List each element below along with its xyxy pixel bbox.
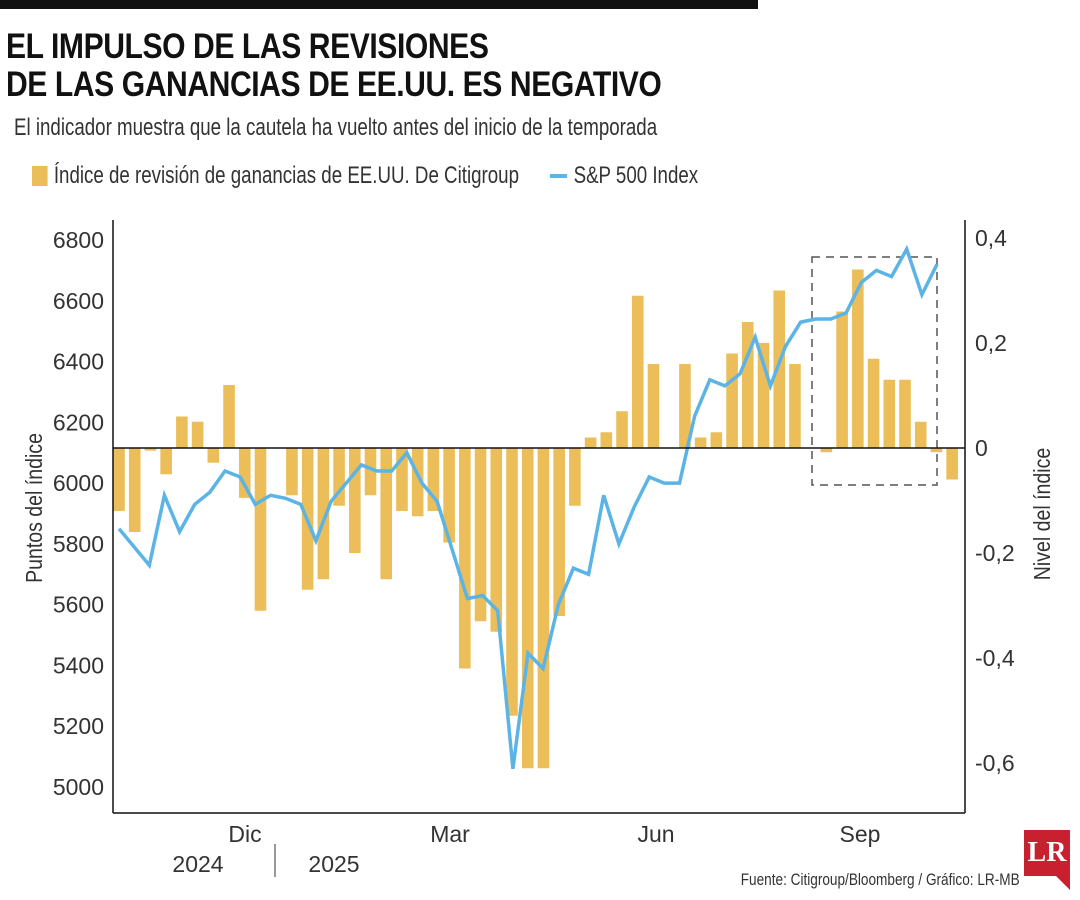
bar bbox=[852, 269, 864, 448]
left-tick-label: 6200 bbox=[53, 409, 104, 435]
left-tick-label: 5200 bbox=[53, 713, 104, 739]
bar bbox=[553, 448, 565, 616]
x-month-label: Mar bbox=[430, 821, 470, 847]
left-tick-label: 5600 bbox=[53, 592, 104, 618]
right-tick-label: -0,4 bbox=[975, 645, 1015, 671]
bar bbox=[333, 448, 345, 506]
bar bbox=[427, 448, 440, 511]
right-axis-ticks: 0,4 0,2 0 -0,2 -0,4 -0,6 bbox=[975, 225, 1015, 776]
sp500-line bbox=[117, 244, 939, 770]
left-tick-label: 6800 bbox=[53, 227, 104, 253]
x-month-label: Jun bbox=[637, 821, 674, 847]
bar bbox=[521, 448, 534, 769]
left-tick-label: 6600 bbox=[53, 288, 104, 314]
bar bbox=[176, 416, 188, 448]
bar bbox=[537, 448, 550, 769]
bar bbox=[223, 385, 235, 448]
bar bbox=[380, 448, 393, 580]
highlight-box bbox=[811, 256, 938, 486]
x-month-label: Sep bbox=[840, 821, 881, 847]
right-tick-label: -0,6 bbox=[975, 750, 1015, 776]
bar bbox=[930, 448, 943, 453]
bar bbox=[317, 448, 330, 580]
bar bbox=[836, 311, 848, 448]
bar bbox=[946, 448, 958, 480]
title-line-2: DE LAS GANANCIAS DE EE.UU. ES NEGATIVO bbox=[6, 65, 662, 104]
bar bbox=[396, 448, 408, 511]
right-tick-label: 0,4 bbox=[975, 225, 1007, 251]
left-tick-label: 5000 bbox=[53, 774, 104, 800]
bar bbox=[631, 295, 644, 448]
bar bbox=[600, 432, 613, 448]
bar bbox=[757, 343, 770, 448]
bar bbox=[742, 322, 754, 448]
bar bbox=[773, 290, 786, 448]
bar bbox=[411, 448, 424, 517]
right-tick-label: 0 bbox=[975, 435, 988, 461]
legend-line-label: S&P 500 Index bbox=[573, 162, 699, 189]
line-series-group bbox=[117, 244, 939, 770]
bar bbox=[867, 358, 880, 448]
left-tick-label: 5800 bbox=[53, 531, 104, 557]
bar bbox=[820, 448, 833, 453]
right-axis-title: Nivel del índice bbox=[1030, 448, 1056, 580]
bar bbox=[474, 448, 487, 622]
bar bbox=[616, 411, 628, 448]
bar bbox=[914, 421, 927, 448]
chart-subtitle: El indicador muestra que la cautela ha v… bbox=[14, 114, 658, 141]
legend-line-swatch bbox=[550, 174, 568, 178]
right-tick-label: 0,2 bbox=[975, 330, 1007, 356]
bar bbox=[160, 448, 172, 475]
bar bbox=[254, 448, 267, 611]
top-rule bbox=[0, 0, 758, 9]
legend-bar-label: Índice de revisión de ganancias de EE.UU… bbox=[53, 162, 519, 189]
lr-logo: LR bbox=[1024, 830, 1070, 876]
title-line-1: EL IMPULSO DE LAS REVISIONES bbox=[6, 27, 489, 66]
left-tick-label: 6400 bbox=[53, 349, 104, 375]
bar bbox=[459, 448, 471, 669]
bar bbox=[584, 437, 597, 448]
highlight-box-group bbox=[811, 256, 938, 486]
bar bbox=[286, 448, 298, 496]
bar bbox=[679, 364, 691, 448]
bar bbox=[207, 448, 220, 463]
bar bbox=[726, 353, 738, 448]
chart-title: EL IMPULSO DE LAS REVISIONES DE LAS GANA… bbox=[6, 27, 662, 104]
legend: Índice de revisión de ganancias de EE.UU… bbox=[32, 162, 698, 190]
bar bbox=[789, 364, 801, 448]
bar bbox=[144, 448, 157, 451]
bar bbox=[883, 379, 896, 448]
bar bbox=[694, 437, 707, 448]
x-year-label: 2024 bbox=[172, 851, 223, 877]
bar bbox=[364, 448, 377, 496]
x-axis-ticks: Dic Mar Jun Sep 2024 2025 bbox=[172, 821, 880, 877]
bar bbox=[128, 448, 141, 532]
bar bbox=[899, 379, 911, 448]
axes-group bbox=[112, 220, 966, 814]
bar bbox=[443, 448, 455, 543]
left-tick-label: 5400 bbox=[53, 652, 104, 678]
bar bbox=[506, 448, 518, 716]
bar-series bbox=[113, 269, 958, 769]
bar bbox=[710, 432, 723, 448]
x-year-label: 2025 bbox=[308, 851, 359, 877]
bar bbox=[113, 448, 125, 511]
left-axis-title: Puntos del índice bbox=[22, 433, 48, 583]
bar bbox=[647, 364, 660, 448]
bar bbox=[349, 448, 361, 553]
right-tick-label: -0,2 bbox=[975, 540, 1015, 566]
bar bbox=[490, 448, 503, 632]
bar bbox=[569, 448, 581, 506]
x-month-label: Dic bbox=[228, 821, 261, 847]
left-axis-ticks: 6800 6600 6400 6200 6000 5800 5600 5400 5200 5000 bbox=[53, 227, 104, 800]
bar bbox=[238, 448, 251, 498]
legend-bar-swatch bbox=[32, 166, 48, 186]
bar bbox=[191, 421, 204, 448]
source-note: Fuente: Citigroup/Bloomberg / Gráfico: L… bbox=[741, 870, 1020, 889]
lr-logo-tail bbox=[1056, 876, 1070, 890]
left-tick-label: 6000 bbox=[53, 470, 104, 496]
